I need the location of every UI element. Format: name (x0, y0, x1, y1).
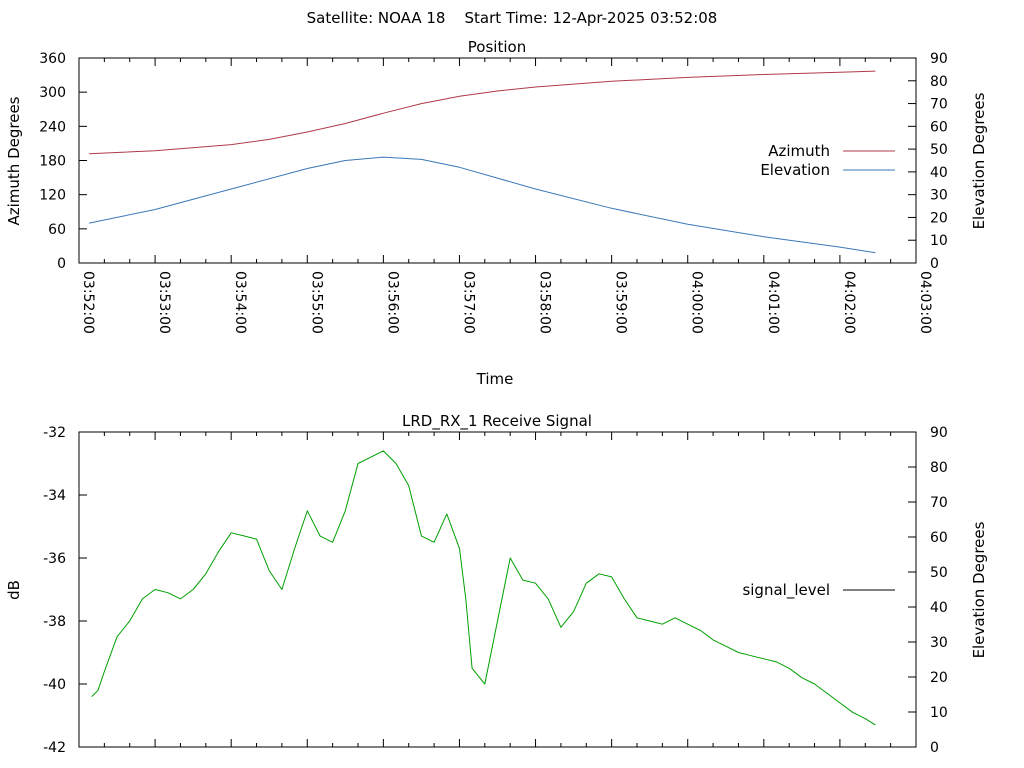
signal-y2-ticks: 0 10 20 30 40 50 60 70 80 90 (908, 425, 948, 756)
x-tick-label: 03:55:00 (308, 271, 324, 334)
series-azimuth-line (89, 70, 876, 155)
y-tick-label: -38 (43, 614, 66, 630)
x-tick-label: 03:52:00 (80, 271, 96, 334)
x-tick-label: 04:01:00 (765, 271, 781, 334)
signal-y2-axis-title: Elevation Degrees (970, 521, 988, 658)
y2-tick-label: 40 (930, 165, 948, 181)
signal-y-axis-title: dB (5, 580, 23, 600)
y-tick-label: 240 (39, 119, 66, 135)
y-tick-label: 300 (39, 85, 66, 101)
y2-tick-label: 90 (930, 51, 948, 67)
x-tick-label: 04:02:00 (841, 271, 857, 334)
signal-chart: LRD_RX_1 Receive Signal -42-40-38-36-34-… (5, 412, 988, 756)
y2-tick-label: 0 (930, 740, 939, 756)
y2-tick-label: 80 (930, 74, 948, 90)
y-tick-label: -36 (43, 551, 66, 567)
y-tick-label: -42 (43, 740, 66, 756)
x-tick-label: 03:59:00 (613, 271, 629, 334)
y2-tick-label: 60 (930, 119, 948, 135)
y2-tick-label: 10 (930, 233, 948, 249)
position-y-axis-title: Azimuth Degrees (5, 96, 23, 225)
signal-chart-title: LRD_RX_1 Receive Signal (402, 412, 592, 431)
x-tick-label: 03:54:00 (232, 271, 248, 334)
x-tick-label: 03:57:00 (460, 271, 476, 334)
y-tick-label: 120 (39, 188, 66, 204)
y2-tick-label: 10 (930, 705, 948, 721)
legend-azimuth-label: Azimuth (768, 142, 830, 160)
position-legend: Azimuth Elevation (760, 142, 895, 179)
y-tick-label: -32 (43, 425, 66, 441)
y2-tick-label: 50 (930, 565, 948, 581)
signal-x-ticks (78, 432, 917, 747)
legend-signal-level-label: signal_level (742, 581, 830, 600)
y2-tick-label: 70 (930, 495, 948, 511)
x-tick-label: 03:58:00 (537, 271, 553, 334)
position-x-ticks: 03:52:00 03:53:00 03:54:00 03:55:00 03:56:00… (78, 58, 933, 334)
position-y2-ticks: 0 10 20 30 40 50 60 70 80 90 (908, 51, 948, 272)
y-tick-label: 0 (57, 256, 66, 272)
signal-y-ticks: -42 -40 -38 -36 -34 -32 (43, 425, 87, 756)
y-tick-label: -34 (43, 488, 66, 504)
y2-tick-label: 80 (930, 460, 948, 476)
position-y-ticks: 0 60 120 180 240 300 360 (39, 51, 87, 272)
y-tick-label: -40 (43, 677, 66, 693)
position-y2-axis-title: Elevation Degrees (970, 92, 988, 229)
y2-tick-label: 30 (930, 635, 948, 651)
y2-tick-label: 70 (930, 97, 948, 113)
y2-tick-label: 50 (930, 142, 948, 158)
y2-tick-label: 40 (930, 600, 948, 616)
x-tick-label: 03:56:00 (384, 271, 400, 334)
position-chart-title: Position (468, 38, 526, 56)
y2-tick-label: 0 (930, 256, 939, 272)
series-signal-level-line (91, 450, 876, 726)
y-tick-label: 60 (48, 222, 66, 238)
signal-chart-frame (78, 431, 917, 748)
signal-series (91, 450, 876, 726)
y2-tick-label: 20 (930, 210, 948, 226)
x-tick-label: 03:53:00 (156, 271, 172, 334)
y2-tick-label: 20 (930, 670, 948, 686)
position-series (88, 70, 876, 254)
x-tick-label: 04:03:00 (917, 271, 933, 334)
y2-tick-label: 60 (930, 530, 948, 546)
position-x-axis-title: Time (476, 370, 514, 388)
y-tick-label: 180 (39, 154, 66, 170)
series-elevation-line (88, 156, 876, 254)
page-title: Satellite: NOAA 18 Start Time: 12-Apr-20… (307, 9, 718, 27)
position-chart: Position 03:52:00 03:53:00 03:54:00 03:55:0… (5, 38, 988, 388)
y-tick-label: 360 (39, 51, 66, 67)
legend-elevation-label: Elevation (760, 161, 830, 179)
x-tick-label: 04:00:00 (689, 271, 705, 334)
y2-tick-label: 90 (930, 425, 948, 441)
signal-legend: signal_level (742, 581, 895, 600)
y2-tick-label: 30 (930, 188, 948, 204)
